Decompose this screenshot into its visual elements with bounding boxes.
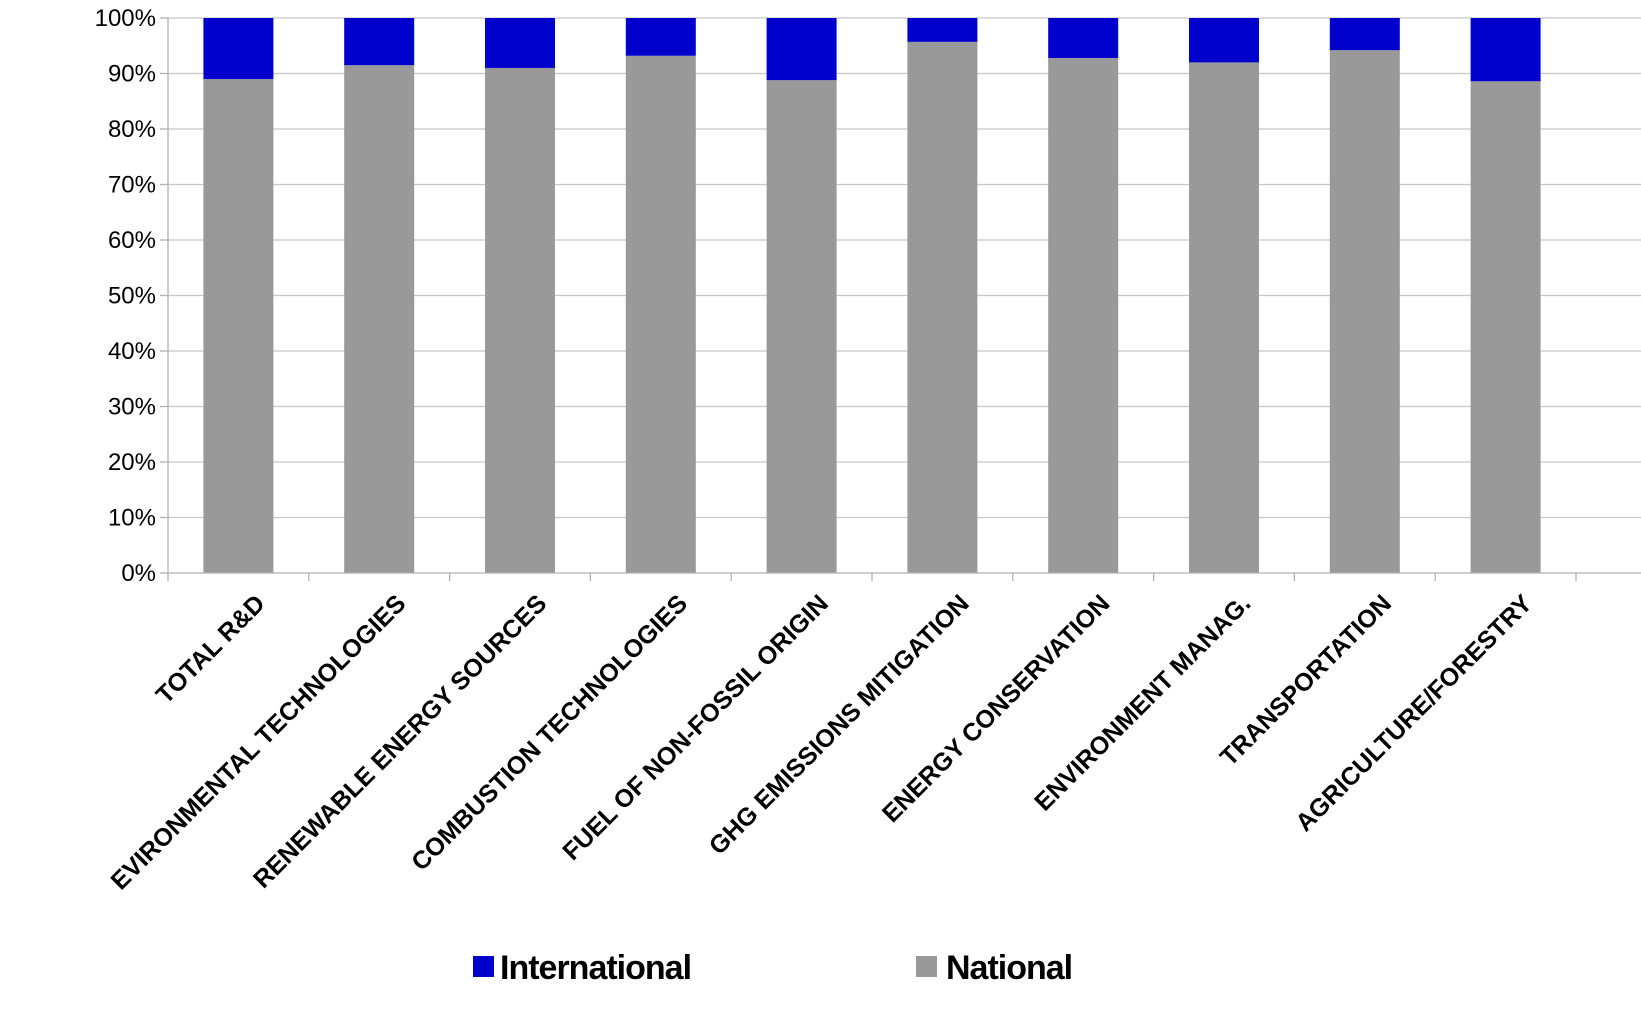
bar-national-3	[485, 67, 555, 573]
bar-national-7	[1048, 57, 1119, 573]
y-tick-label: 40%	[108, 338, 156, 365]
x-tick-label: TOTAL R&D	[151, 589, 271, 709]
bar-national-9	[1329, 50, 1400, 573]
bar-national-4	[625, 55, 696, 574]
x-tick-label: RENEWABLE ENERGY SOURCES	[248, 589, 552, 893]
x-tick-label: ENERGY CONSERVATION	[877, 589, 1116, 828]
y-tick-label: 50%	[108, 283, 156, 310]
y-tick-label: 30%	[108, 394, 156, 421]
bar-international-9	[1329, 18, 1400, 51]
bars	[203, 18, 1541, 574]
bar-international-4	[625, 18, 696, 56]
x-tick-label: GHG EMISSIONS MITIGATION	[704, 589, 975, 860]
bar-national-1	[203, 79, 274, 574]
legend-label-international: International	[500, 949, 691, 987]
y-tick-labels: 0% 10% 20% 30% 40% 50% 60% 70% 80% 90% 100%	[95, 5, 156, 587]
x-tick-label: COMBUSTION TECHNOLOGIES	[406, 589, 693, 876]
legend-swatch-international	[473, 956, 494, 977]
y-tick-label: 70%	[108, 172, 156, 199]
bar-international-8	[1189, 18, 1259, 63]
y-tick-label: 20%	[108, 449, 156, 476]
legend: International National	[473, 949, 1073, 987]
bar-national-6	[907, 41, 978, 574]
bar-international-2	[344, 18, 415, 66]
bar-international-6	[907, 18, 978, 42]
bar-national-5	[766, 80, 837, 573]
bar-international-5	[766, 18, 837, 81]
x-tick-label: FUEL OF NON-FOSSIL ORIGIN	[557, 589, 833, 865]
bar-international-3	[485, 18, 555, 68]
bar-international-7	[1048, 18, 1119, 58]
legend-label-national: National	[946, 949, 1072, 987]
y-tick-label: 90%	[108, 61, 156, 88]
y-tick-label: 10%	[108, 505, 156, 532]
y-tick-label: 0%	[121, 560, 156, 587]
bar-international-10	[1470, 18, 1541, 82]
axes	[160, 17, 1641, 581]
x-tick-label: AGRICULTURE/FORESTRY	[1290, 589, 1538, 837]
x-tick-label: EVIRONMENTAL TECHNOLOGIES	[106, 589, 412, 895]
y-tick-label: 80%	[108, 116, 156, 143]
bar-national-10	[1470, 81, 1541, 574]
y-tick-label: 100%	[95, 5, 156, 32]
y-tick-label: 60%	[108, 227, 156, 254]
bar-national-2	[344, 65, 415, 574]
bar-national-8	[1189, 62, 1259, 574]
legend-swatch-national	[916, 956, 937, 977]
bar-international-1	[203, 18, 274, 80]
